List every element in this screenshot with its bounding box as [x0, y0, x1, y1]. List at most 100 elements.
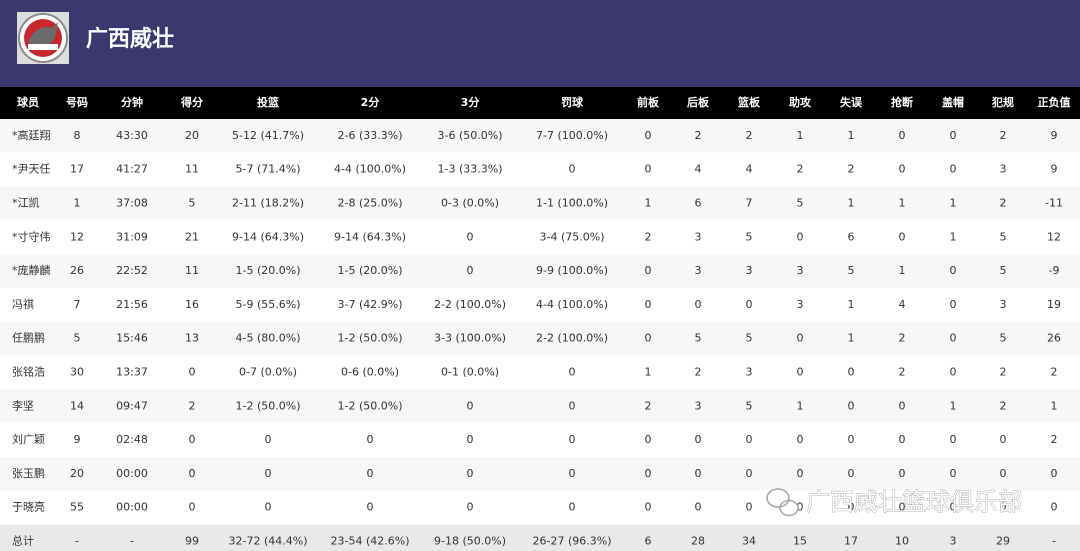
column-header: 球员 — [17, 95, 39, 109]
stat-cell: 0-3 (0.0%) — [441, 197, 499, 210]
team-title: 广西威壮 — [86, 26, 174, 52]
stat-cell: 0 — [899, 399, 906, 412]
stat-cell: 1-2 (50.0%) — [236, 399, 301, 412]
stat-cell: 3 — [695, 230, 702, 243]
stat-cell: 2-2 (100.0%) — [434, 298, 506, 311]
stat-cell: 7 — [74, 298, 81, 311]
stat-cell: 0 — [467, 264, 474, 277]
stat-cell: 0 — [569, 163, 576, 176]
stat-cell: 0 — [1051, 467, 1058, 480]
stat-cell: 9-14 (64.3%) — [232, 230, 304, 243]
stat-cell: 4 — [746, 163, 753, 176]
stat-cell: 2 — [746, 129, 753, 142]
stat-cell: 16 — [185, 298, 199, 311]
stat-cell: 6 — [848, 230, 855, 243]
stat-cell: 0-7 (0.0%) — [239, 366, 297, 379]
stat-cell: 0 — [467, 399, 474, 412]
stat-cell: 1-2 (50.0%) — [338, 399, 403, 412]
stat-cell: 0 — [569, 433, 576, 446]
stat-cell: 0 — [797, 433, 804, 446]
wechat-icon — [766, 488, 799, 517]
stat-cell: 43:30 — [116, 129, 148, 142]
stat-cell: 3-6 (50.0%) — [438, 129, 503, 142]
stat-cell: 2 — [1051, 433, 1058, 446]
stat-cell: 1-1 (100.0%) — [536, 197, 608, 210]
stat-cell: 0 — [645, 264, 652, 277]
stat-cell: 20 — [185, 129, 199, 142]
stat-cell: 0 — [1000, 467, 1007, 480]
stat-cell: 0 — [899, 129, 906, 142]
stat-cell: 0 — [569, 467, 576, 480]
stat-cell: 2 — [848, 163, 855, 176]
column-header: 盖帽 — [942, 95, 964, 109]
stat-cell: 0 — [645, 332, 652, 345]
stat-cell: 17 — [844, 535, 858, 548]
player-row-bg — [0, 490, 1080, 525]
stat-cell: 13:37 — [116, 366, 148, 379]
stat-cell: 14 — [70, 399, 84, 412]
stat-cell: 9 — [1051, 163, 1058, 176]
stat-cell: 3 — [695, 399, 702, 412]
stat-cell: 32-72 (44.4%) — [229, 535, 308, 548]
stat-cell: 0 — [1000, 501, 1007, 514]
column-header: 失误 — [840, 95, 863, 109]
stat-cell: 0 — [645, 467, 652, 480]
watermark: 广西威壮篮球俱乐部 — [766, 488, 1022, 517]
stat-cell: 0 — [899, 230, 906, 243]
stat-cell: 2 — [797, 163, 804, 176]
stat-cell: 09:47 — [116, 399, 148, 412]
stat-cell: 11 — [185, 264, 199, 277]
stat-cell: 0 — [645, 163, 652, 176]
player-row-bg — [0, 254, 1080, 288]
stat-cell: 3-7 (42.9%) — [338, 298, 403, 311]
column-header: 投篮 — [257, 95, 279, 109]
stat-cell: 11 — [185, 163, 199, 176]
stat-cell: 1 — [950, 230, 957, 243]
player-row-bg — [0, 423, 1080, 457]
player-name: *尹天任 — [12, 163, 51, 176]
table-header-band — [0, 87, 1080, 119]
stat-cell: 9-18 (50.0%) — [434, 535, 506, 548]
stat-cell: 0 — [797, 332, 804, 345]
column-header: 后板 — [687, 95, 710, 109]
stat-cell: 0 — [848, 366, 855, 379]
stat-cell: 9-14 (64.3%) — [334, 230, 406, 243]
stat-cell: 2 — [1000, 399, 1007, 412]
stat-cell: 5-9 (55.6%) — [236, 298, 301, 311]
stat-cell: 7-7 (100.0%) — [536, 129, 608, 142]
stat-cell: 1 — [848, 298, 855, 311]
stat-cell: 0 — [899, 467, 906, 480]
stat-cell: 0 — [950, 332, 957, 345]
stat-cell: 1-5 (20.0%) — [338, 264, 403, 277]
stat-cell: 41:27 — [116, 163, 148, 176]
stat-cell: 5-12 (41.7%) — [232, 129, 304, 142]
stat-cell: 0 — [569, 366, 576, 379]
stat-cell: 1 — [645, 197, 652, 210]
stat-cell: 0 — [189, 433, 196, 446]
stat-cell: 0 — [746, 298, 753, 311]
stat-cell: 0 — [797, 467, 804, 480]
stat-cell: 3 — [797, 298, 804, 311]
stat-cell: 4-4 (100.0%) — [536, 298, 608, 311]
stat-cell: 26-27 (96.3%) — [533, 535, 612, 548]
team-logo — [17, 12, 69, 64]
stat-cell: 30 — [70, 366, 84, 379]
player-name: 李坚 — [12, 398, 34, 412]
stat-cell: 26 — [70, 264, 84, 277]
stat-cell: 0 — [797, 501, 804, 514]
stat-cell: 5 — [746, 399, 753, 412]
stat-cell: 9 — [1051, 129, 1058, 142]
stat-cell: 0 — [645, 433, 652, 446]
stat-cell: 0 — [695, 298, 702, 311]
column-header: 篮板 — [737, 95, 761, 109]
stat-cell: 1 — [848, 332, 855, 345]
player-name: 任鹏鹏 — [12, 332, 45, 345]
stat-cell: 5 — [74, 332, 81, 345]
stat-cell: 0 — [695, 467, 702, 480]
column-header: 3分 — [461, 95, 480, 109]
header-band — [0, 0, 1080, 87]
stat-cell: 2 — [1051, 366, 1058, 379]
player-row-bg — [0, 389, 1080, 424]
stat-cell: 0 — [265, 501, 272, 514]
